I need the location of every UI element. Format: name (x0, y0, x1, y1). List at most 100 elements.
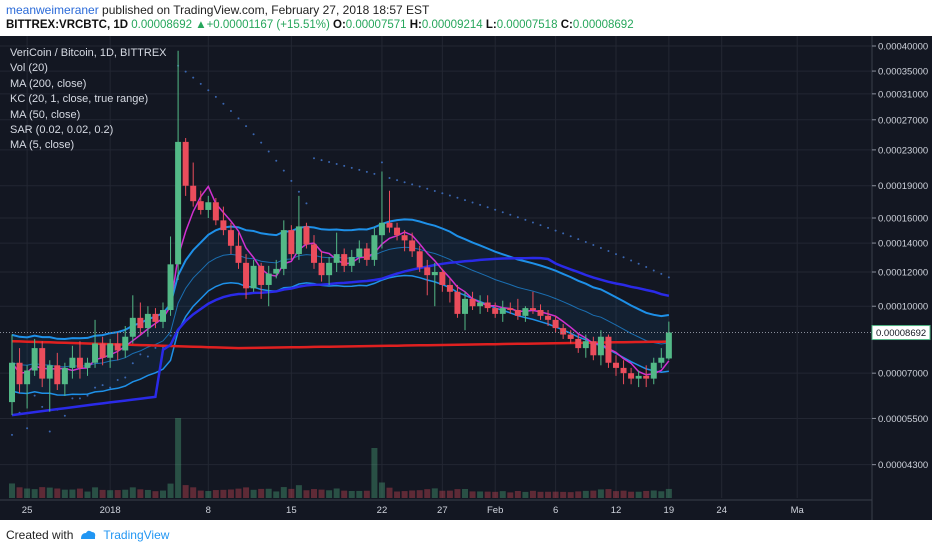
legend-item[interactable]: MA (5, close) (10, 139, 75, 152)
volume-bar (597, 489, 604, 498)
volume-bar (46, 487, 53, 498)
candle-body (288, 230, 295, 255)
published-line: meanweimeraner published on TradingView.… (6, 3, 429, 17)
candle-body (499, 308, 506, 314)
ma200-line (11, 339, 669, 350)
volume-bar (84, 491, 91, 498)
candle-body (76, 357, 83, 368)
candle-body (273, 268, 280, 274)
candle-body (129, 317, 136, 337)
indicator-lines (11, 185, 670, 417)
time-tick-label: 8 (206, 505, 211, 516)
candle-body (620, 367, 627, 374)
volume-bar (220, 489, 227, 498)
sar-dot (471, 201, 474, 204)
volume-bar (348, 491, 355, 498)
author-link[interactable]: meanweimeraner (6, 3, 99, 17)
sar-dot (660, 272, 663, 275)
sar-dot (448, 194, 451, 197)
sar-dot (637, 262, 640, 265)
sar-dot (207, 89, 210, 92)
candle-body (597, 336, 604, 356)
published-text: published on TradingView.com, February 2… (98, 3, 430, 17)
volume-bar (288, 488, 295, 498)
candle-body (227, 230, 234, 246)
candle-body (348, 256, 355, 266)
high-label: H: (409, 19, 422, 31)
time-tick-label: 12 (611, 505, 622, 516)
volume-bar (665, 488, 672, 498)
volume-bar (469, 491, 476, 498)
sar-dot (494, 208, 497, 211)
legend-item[interactable]: MA (50, close) (10, 108, 81, 121)
volume-bar (235, 488, 242, 498)
sar-dot (199, 82, 202, 85)
volume-bar (205, 491, 212, 498)
volume-bar (137, 489, 144, 498)
price-tick-label: 0.00019000 (878, 181, 928, 192)
legend-item[interactable]: Vol (20) (10, 62, 48, 75)
time-axis[interactable]: 25 2018 8 15 22 27 Feb 6 12 19 24 Ma (0, 499, 872, 516)
sar-dot (41, 405, 44, 408)
candle-body (341, 254, 348, 266)
candle-body (258, 265, 265, 285)
candle-body (24, 370, 31, 385)
price-tick-label: 0.00004300 (878, 460, 928, 471)
grid (0, 36, 872, 498)
volume-bar (273, 491, 280, 498)
time-tick-label: 24 (716, 505, 727, 516)
volume-bar (378, 482, 385, 498)
candle-body (16, 362, 23, 385)
candle-body (394, 227, 401, 236)
volume-bar (265, 488, 272, 498)
legend-item[interactable]: MA (200, close) (10, 77, 87, 90)
ohlc-line: BITTREX:VRCBTC, 1D 0.00008692 ▲+0.000011… (6, 19, 634, 31)
volume-bar (303, 490, 310, 498)
price-chart[interactable]: 0.00040000 0.00035000 0.00031000 0.00027000… (0, 36, 932, 522)
candle-body (484, 302, 491, 309)
candle-body (462, 298, 468, 314)
open-value: 0.00007571 (345, 19, 407, 31)
candle-body (424, 267, 431, 276)
sar-dot (358, 168, 361, 171)
candle-body (326, 262, 333, 276)
volume-bar (122, 489, 129, 498)
sar-dot (365, 170, 368, 173)
sar-dot (569, 235, 572, 238)
candle-body (643, 375, 650, 379)
legend-item[interactable]: VeriCoin / Bitcoin, 1D, BITTREX (10, 47, 167, 59)
legend-item[interactable]: KC (20, 1, close, true range) (10, 93, 149, 106)
sar-dot (11, 433, 13, 436)
volume-bar (522, 491, 529, 498)
candle-body (122, 336, 129, 351)
sar-dot (313, 157, 315, 160)
volume-bar (152, 491, 159, 498)
candle-body (431, 272, 438, 276)
price-tick-label: 0.00040000 (878, 42, 928, 53)
candle-body (522, 308, 529, 316)
legend-item[interactable]: SAR (0.02, 0.02, 0.2) (10, 124, 114, 137)
volume-bar (54, 488, 61, 498)
sar-dot (531, 221, 534, 224)
candle-body (507, 308, 514, 311)
candle-body (575, 338, 582, 349)
candle-body (386, 222, 393, 228)
volume-bar (182, 485, 189, 498)
tradingview-logo-icon (81, 530, 96, 539)
sar-dot (94, 386, 97, 389)
sar-dot (615, 253, 617, 256)
tradingview-brand[interactable]: TradingView (103, 528, 170, 542)
volume-bars (9, 418, 672, 498)
sar-dot (154, 346, 157, 349)
candle-body (107, 343, 114, 358)
candle-body (537, 310, 544, 316)
candle-body (243, 262, 250, 289)
candle-body (492, 308, 499, 314)
volume-bar (401, 491, 408, 498)
price-axis[interactable]: 0.00040000 0.00035000 0.00031000 0.00027000… (0, 36, 932, 520)
candle-body (69, 357, 76, 368)
price-tick-label: 0.00027000 (878, 115, 928, 126)
sar-dot (667, 276, 670, 279)
price-axis-bg (872, 36, 932, 520)
sar-dot (403, 181, 406, 184)
